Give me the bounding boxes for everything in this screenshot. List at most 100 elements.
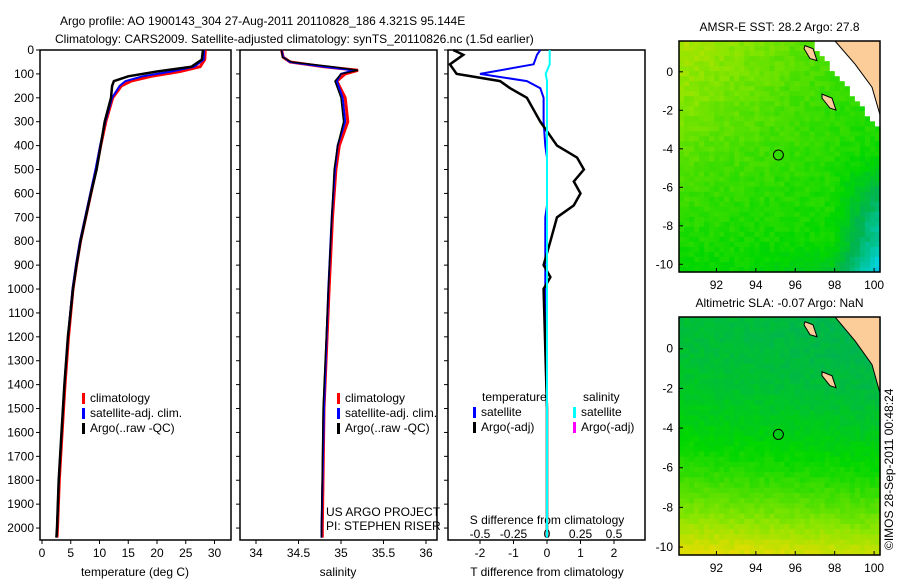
map-cell: [799, 71, 806, 77]
map-cell: [789, 534, 796, 541]
map-cell: [854, 394, 861, 401]
map-cell: [799, 415, 806, 422]
map-cell: [864, 191, 871, 198]
map-cell: [699, 498, 705, 504]
map-cell: [799, 116, 806, 122]
map-cell: [744, 498, 750, 504]
map-cell: [829, 399, 836, 406]
map-cell: [799, 186, 806, 193]
map-cell: [764, 544, 771, 551]
map-cell: [694, 549, 700, 556]
map-cell: [854, 81, 861, 87]
map-cell: [834, 342, 841, 349]
map-cell: [784, 430, 791, 437]
map-cell: [839, 498, 846, 504]
legend-label: Argo(..raw -QC): [345, 421, 430, 435]
map-cell: [794, 384, 801, 391]
map-cell: [694, 373, 700, 380]
map-cell: [719, 394, 725, 401]
map-cell: [809, 363, 816, 370]
map-cell: [714, 322, 720, 328]
map-cell: [789, 131, 796, 138]
map-cell: [809, 492, 816, 499]
map-cell: [709, 317, 715, 323]
legend-swatch: [573, 422, 576, 433]
map-cell: [694, 141, 700, 148]
map-cell: [729, 498, 735, 504]
map-cell: [689, 181, 695, 188]
map-cell: [864, 410, 871, 416]
map-cell: [699, 136, 705, 143]
map-cell: [684, 256, 690, 263]
map-cell: [864, 121, 871, 127]
map-cell: [699, 96, 705, 102]
map-cell: [749, 389, 756, 396]
x-tick-label: 5: [67, 546, 74, 560]
map-cell: [759, 446, 766, 453]
map-cell: [759, 503, 766, 510]
map-cell: [864, 151, 871, 158]
map-cell: [744, 337, 750, 344]
map-cell: [744, 262, 750, 268]
map-cell: [734, 262, 740, 268]
map-cell: [814, 441, 821, 447]
map-cell: [684, 236, 690, 243]
map-cell: [875, 436, 881, 442]
map-cell: [749, 430, 756, 437]
map-cell: [789, 384, 796, 391]
map-cell: [779, 196, 786, 203]
map-cell: [824, 226, 831, 233]
map-cell: [724, 241, 730, 248]
map-cell: [709, 441, 715, 447]
map-cell: [834, 106, 841, 112]
map-cell: [739, 116, 745, 122]
map-cell: [709, 101, 715, 107]
map-cell: [794, 394, 801, 401]
map-cell: [774, 246, 781, 253]
map-cell: [844, 241, 851, 248]
map-cell: [829, 71, 836, 77]
map-cell: [859, 191, 866, 198]
map-cell: [689, 518, 695, 525]
map-cell: [689, 373, 695, 380]
map-cell: [754, 181, 761, 188]
map-cell: [784, 171, 791, 178]
map-cell: [699, 482, 705, 489]
y-tick-label: 800: [14, 234, 34, 248]
map-cell: [749, 131, 756, 138]
map-cell: [754, 477, 761, 484]
map-cell: [739, 503, 745, 510]
x2-tick-label: 0.5: [606, 527, 623, 541]
map-cell: [719, 446, 725, 453]
map-cell: [744, 544, 750, 551]
map-cell: [774, 211, 781, 218]
map-cell: [694, 436, 700, 442]
map-cell: [764, 251, 771, 258]
map-cell: [774, 368, 781, 375]
map-cell: [764, 116, 771, 122]
map-cell: [729, 430, 735, 437]
map-cell: [814, 384, 821, 391]
map-cell: [764, 518, 771, 525]
map-cell: [729, 81, 735, 87]
map-cell: [699, 166, 705, 173]
map-cell: [809, 211, 816, 218]
map-cell: [849, 529, 856, 535]
map-cell: [819, 544, 826, 551]
map-cell: [724, 41, 730, 47]
map-cell: [719, 136, 725, 143]
map-cell: [864, 146, 871, 153]
map-cell: [784, 373, 791, 380]
map-cell: [764, 446, 771, 453]
map-cell: [804, 373, 811, 380]
map-cell: [754, 503, 761, 510]
map-cell: [859, 166, 866, 173]
map-cell: [809, 441, 816, 447]
map-cell: [864, 544, 871, 551]
map-cell: [744, 358, 750, 365]
y-tick-label: 300: [14, 115, 34, 129]
map-cell: [859, 141, 866, 148]
map-cell: [799, 342, 806, 349]
map-cell: [679, 267, 685, 273]
map-cell: [799, 51, 806, 57]
